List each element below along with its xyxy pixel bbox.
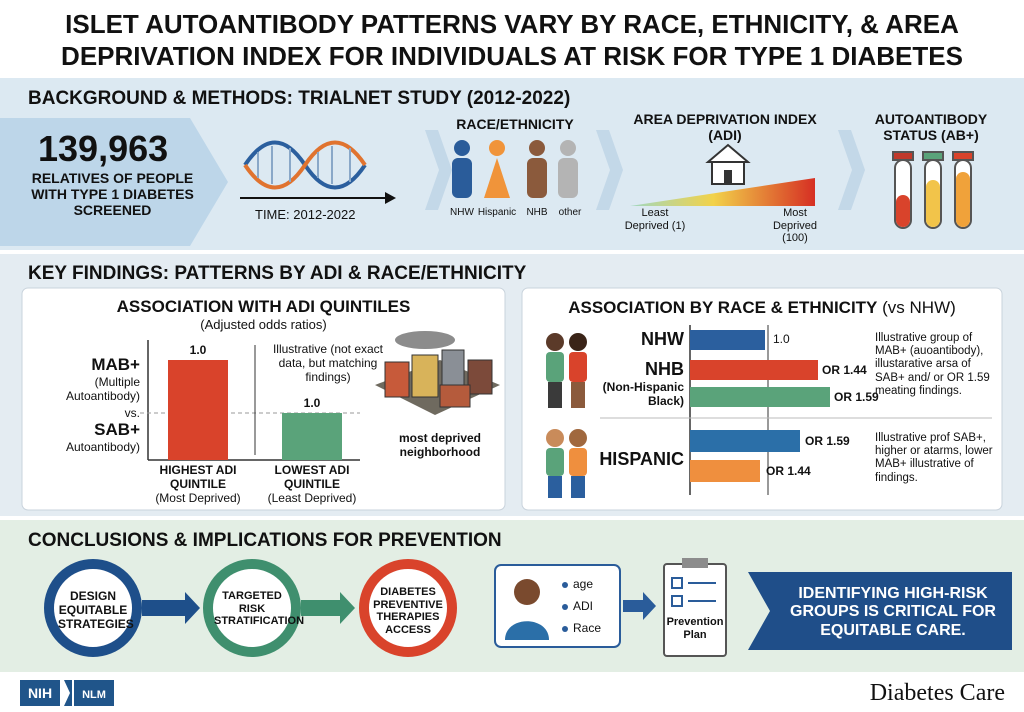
banner-text: IDENTIFYING HIGH-RISK GROUPS IS CRITICAL…	[790, 585, 996, 639]
group-note: Illustrative group of MAB+ (auoantibody)…	[875, 332, 990, 397]
bar-label: OR 1.44	[822, 363, 867, 377]
dna-rungs	[257, 146, 351, 184]
count-caption: RELATIVES OF PEOPLE WITH TYPE 1 DIABETES…	[31, 170, 194, 219]
bar-sub: (Most Deprived)	[155, 491, 241, 505]
bullets	[562, 582, 568, 632]
group-sub: (Non-Hispanic Black)	[602, 380, 684, 408]
illustrative-bar	[690, 460, 760, 482]
mab-label: MAB+	[91, 355, 140, 374]
bar-category: HIGHEST ADI QUINTILE	[159, 463, 237, 491]
logo-text: NLM	[82, 689, 106, 701]
sab-note: Autoantibody)	[65, 440, 140, 454]
bar-label: 1.0	[303, 396, 321, 410]
arrow-head	[385, 192, 396, 204]
journal-name: Diabetes Care	[869, 680, 1005, 706]
banner	[748, 572, 1012, 650]
group-note: Illustrative prof SAB+, higher or atarms…	[875, 432, 993, 484]
section-heading: CONCLUSIONS & IMPLICATIONS FOR PREVENTIO…	[28, 530, 502, 551]
step-label: DIABETES PREVENTIVE THERAPIES ACCESS	[373, 586, 443, 636]
step-label: DESIGN EQUITABLE STRATEGIES	[58, 589, 134, 631]
adi-high-label: Most Deprived (100)	[772, 207, 818, 245]
race-figures	[452, 140, 578, 198]
dna-strand	[243, 140, 367, 190]
bar-label: 1.0	[773, 332, 790, 346]
chevron	[425, 130, 452, 210]
flow-arrow	[623, 592, 656, 620]
adi-heading: AREA DEPRIVATION INDEX (ADI)	[633, 111, 817, 144]
time-label: TIME: 2012-2022	[255, 207, 356, 222]
race-heading: RACE/ETHNICITY	[456, 116, 574, 132]
factor: Race	[573, 621, 602, 635]
step-circle	[203, 559, 301, 657]
illustrative-note: Illustrative (not exact data, but matchi…	[272, 342, 384, 384]
step-circle	[44, 559, 142, 657]
section-heading: KEY FINDINGS: PATTERNS BY ADI & RACE/ETH…	[28, 263, 527, 284]
illustrative-bar	[690, 387, 830, 407]
bar-label: OR 1.59	[834, 390, 879, 404]
race-label: NHB	[526, 207, 548, 218]
plan-label: Prevention Plan	[666, 616, 724, 641]
checklist	[671, 577, 716, 607]
person-icon	[514, 579, 540, 605]
nlm-mark	[64, 680, 72, 706]
bar-label: OR 1.59	[805, 434, 850, 448]
section-heading: BACKGROUND & METHODS: TRIALNET STUDY (20…	[28, 88, 571, 109]
step-circle	[359, 559, 457, 657]
screened-count: 139,963	[38, 128, 169, 169]
nlm-logo	[74, 680, 114, 706]
group-label: NHB	[645, 359, 684, 379]
illustrative-bar	[690, 360, 818, 380]
ab-heading: AUTOANTIBODY STATUS (AB+)	[874, 111, 988, 144]
factor: ADI	[573, 599, 594, 613]
step-arrow	[142, 592, 200, 624]
clipboard-clip	[682, 558, 708, 568]
count-chevron	[0, 118, 228, 246]
neighborhood-illustration	[375, 331, 500, 415]
title: ISLET AUTOANTIBODY PATTERNS VARY BY RACE…	[61, 9, 963, 71]
adi-gradient	[630, 178, 815, 206]
chevron	[838, 130, 865, 210]
adi-low-label: Least Deprived (1)	[624, 207, 686, 232]
mab-note: (Multiple Autoantibody)	[65, 375, 140, 403]
race-label: other	[558, 207, 582, 218]
illustrative-bar	[168, 360, 228, 460]
image-caption: most deprived neighborhood	[398, 431, 482, 459]
house-icon	[705, 143, 751, 185]
group-label: NHW	[641, 329, 684, 349]
race-label: NHW	[450, 207, 474, 218]
step-label: TARGETED RISK STRATIFICATION	[214, 590, 305, 628]
bar-label: 1.0	[189, 343, 207, 357]
vs: vs.	[124, 406, 140, 420]
person-icon	[505, 621, 549, 640]
adi-panel	[21, 287, 506, 511]
bar-category: LOWEST ADI QUINTILE	[274, 463, 350, 491]
panel-title: ASSOCIATION WITH ADI QUINTILES	[116, 297, 411, 316]
panel-title-note: (vs NHW)	[882, 298, 956, 317]
tubes	[892, 151, 974, 229]
bar-label: OR 1.44	[766, 464, 811, 478]
factor: age	[573, 577, 594, 591]
nih-logo	[20, 680, 60, 706]
step-arrow	[301, 592, 355, 624]
panel-title: ASSOCIATION BY RACE & ETHNICITY	[568, 298, 878, 317]
illustrative-bar	[690, 430, 800, 452]
race-label: Hispanic	[477, 207, 517, 218]
sab-label: SAB+	[94, 420, 140, 439]
panel-subtitle: (Adjusted odds ratios)	[200, 317, 327, 332]
bar-sub: (Least Deprived)	[267, 491, 357, 505]
illustrative-bar	[282, 413, 342, 460]
illustrative-bar	[690, 330, 765, 350]
people-icons	[546, 333, 587, 498]
chevron	[596, 130, 623, 210]
logo-text: NIH	[27, 685, 53, 701]
group-label: HISPANIC	[599, 449, 684, 469]
panel-title-row: ASSOCIATION BY RACE & ETHNICITY (vs NHW)	[522, 298, 1002, 318]
